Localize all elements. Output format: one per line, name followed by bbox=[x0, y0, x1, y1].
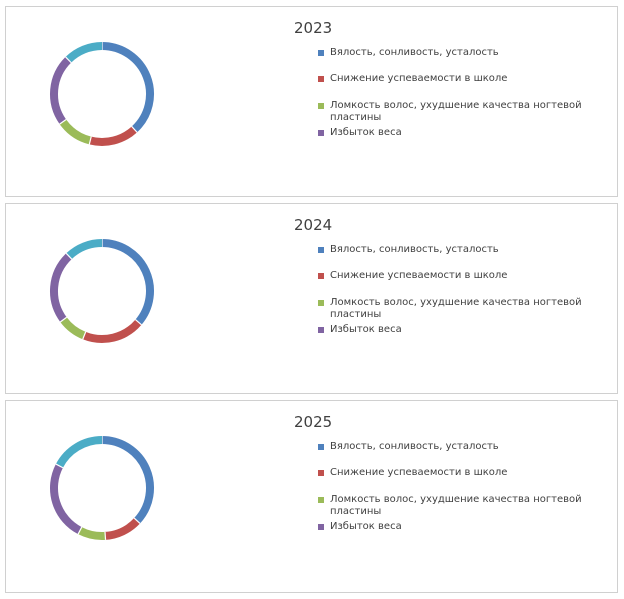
legend-label: Избыток веса bbox=[330, 324, 402, 335]
donut-chart bbox=[50, 42, 154, 146]
donut-segment bbox=[101, 436, 154, 524]
legend-label: Ломкость волос, ухудшение качества ногте… bbox=[330, 297, 582, 320]
legend-label: Избыток веса bbox=[330, 127, 402, 138]
segment-separator bbox=[59, 118, 67, 125]
donut-segment bbox=[55, 436, 103, 468]
chart-legend: Вялость, сонливость, усталость Снижение … bbox=[318, 441, 608, 533]
legend-item: Ломкость волос, ухудшение качества ногте… bbox=[318, 100, 608, 127]
segment-separator bbox=[82, 331, 87, 340]
legend-label: Ломкость волос, ухудшение качества ногте… bbox=[330, 494, 582, 517]
legend-swatch bbox=[318, 470, 324, 476]
legend-item: Избыток веса bbox=[318, 521, 608, 533]
segment-separator bbox=[77, 526, 83, 535]
legend-swatch bbox=[318, 327, 324, 333]
legend-item: Вялость, сонливость, усталость bbox=[318, 47, 608, 73]
donut-segment bbox=[50, 253, 72, 322]
legend-item: Избыток веса bbox=[318, 127, 608, 139]
segment-separator bbox=[131, 126, 138, 133]
legend-label: Снижение успеваемости в школе bbox=[330, 73, 508, 84]
donut-segment bbox=[60, 317, 86, 340]
donut-segment bbox=[101, 42, 154, 133]
segment-separator bbox=[104, 531, 107, 540]
chart-title: 2023 bbox=[294, 19, 333, 37]
legend-swatch bbox=[318, 247, 324, 253]
legend-item: Снижение успеваемости в школе bbox=[318, 467, 608, 494]
segment-separator bbox=[59, 316, 68, 323]
legend-item: Ломкость волос, ухудшение качества ногте… bbox=[318, 297, 608, 324]
donut-segment bbox=[104, 517, 141, 540]
legend-label: Вялость, сонливость, усталость bbox=[330, 47, 499, 58]
legend-swatch bbox=[318, 130, 324, 136]
legend-swatch bbox=[318, 444, 324, 450]
legend-item: Снижение успеваемости в школе bbox=[318, 73, 608, 100]
chart-panel-2023: 2023 Вялость, сонливость, усталость Сниж… bbox=[5, 6, 618, 197]
donut-segment bbox=[66, 239, 103, 260]
legend-swatch bbox=[318, 300, 324, 306]
chart-title: 2025 bbox=[294, 413, 333, 431]
legend-swatch bbox=[318, 524, 324, 530]
donut-chart bbox=[50, 239, 154, 343]
segment-separator bbox=[65, 252, 73, 260]
legend-swatch bbox=[318, 50, 324, 56]
chart-legend: Вялость, сонливость, усталость Снижение … bbox=[318, 244, 608, 336]
legend-swatch bbox=[318, 76, 324, 82]
legend-swatch bbox=[318, 103, 324, 109]
segment-separator bbox=[65, 56, 72, 64]
legend-item: Избыток веса bbox=[318, 324, 608, 336]
donut-chart bbox=[50, 436, 154, 540]
legend-item: Ломкость волос, ухудшение качества ногте… bbox=[318, 494, 608, 521]
segment-separator bbox=[55, 463, 64, 469]
chart-panel-2025: 2025 Вялость, сонливость, усталость Сниж… bbox=[5, 400, 618, 593]
donut-segment bbox=[50, 56, 72, 125]
legend-item: Вялость, сонливость, усталость bbox=[318, 244, 608, 270]
legend-label: Вялость, сонливость, усталость bbox=[330, 441, 499, 452]
donut-segment bbox=[59, 119, 92, 145]
donut-segment bbox=[50, 464, 82, 535]
legend-label: Снижение успеваемости в школе bbox=[330, 270, 508, 281]
segment-separator bbox=[133, 517, 141, 524]
legend-item: Снижение успеваемости в школе bbox=[318, 270, 608, 297]
legend-label: Избыток веса bbox=[330, 521, 402, 532]
legend-label: Вялость, сонливость, усталость bbox=[330, 244, 499, 255]
donut-segment bbox=[82, 319, 142, 343]
segment-separator bbox=[135, 319, 142, 326]
legend-item: Вялость, сонливость, усталость bbox=[318, 441, 608, 467]
donut-segment bbox=[78, 526, 106, 540]
segment-separator bbox=[88, 136, 92, 145]
legend-label: Ломкость волос, ухудшение качества ногте… bbox=[330, 100, 582, 123]
donut-segment bbox=[89, 126, 138, 146]
chart-panel-2024: 2024 Вялость, сонливость, усталость Сниж… bbox=[5, 203, 618, 394]
legend-swatch bbox=[318, 497, 324, 503]
donut-segment bbox=[65, 42, 103, 63]
legend-swatch bbox=[318, 273, 324, 279]
chart-legend: Вялость, сонливость, усталость Снижение … bbox=[318, 47, 608, 139]
legend-label: Снижение успеваемости в школе bbox=[330, 467, 508, 478]
donut-segment bbox=[101, 239, 154, 325]
chart-title: 2024 bbox=[294, 216, 333, 234]
